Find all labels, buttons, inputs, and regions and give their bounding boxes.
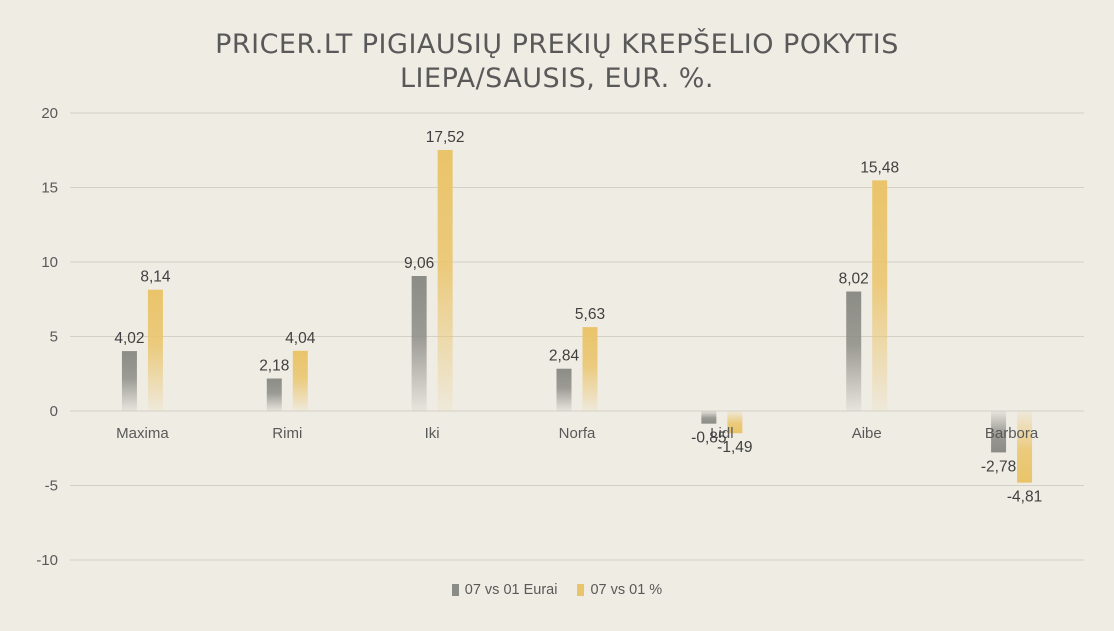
legend-label-percent: 07 vs 01 % — [590, 582, 663, 598]
y-tick-label: 20 — [41, 105, 58, 122]
bar-eurai-lidl[interactable] — [701, 411, 717, 424]
chart-title-line-2: LIEPA/SAUSIS, EUR. %. — [400, 63, 714, 94]
category-label-maxima: Maxima — [116, 425, 169, 442]
data-label: 15,48 — [860, 159, 899, 176]
bar-percent-norfa[interactable] — [582, 327, 598, 411]
bar-eurai-barbora[interactable] — [991, 411, 1007, 453]
y-tick-label: -10 — [36, 552, 58, 569]
bar-percent-barbora[interactable] — [1017, 411, 1033, 483]
category-label-rimi: Rimi — [272, 425, 302, 442]
bar-percent-maxima[interactable] — [147, 289, 163, 411]
bar-percent-rimi[interactable] — [292, 350, 308, 411]
data-label: 2,84 — [549, 348, 580, 365]
bar-percent-iki[interactable] — [437, 149, 453, 411]
x-axis-categories: Maxima Rimi Iki Norfa Lidl Aibe Barbora — [116, 425, 1039, 442]
y-tick-label: -5 — [45, 478, 58, 495]
y-axis-ticks: 20 15 10 5 0 -5 -10 — [36, 105, 58, 569]
legend-item-eurai[interactable]: 07 vs 01 Eurai — [451, 582, 558, 598]
bars — [121, 149, 1033, 483]
chart-title-line-1: PRICER.LT PIGIAUSIŲ PREKIŲ KREPŠELIO POK… — [215, 29, 899, 60]
legend: 07 vs 01 Eurai 07 vs 01 % — [0, 582, 1114, 598]
data-label: 4,04 — [285, 330, 316, 347]
legend-swatch-percent — [577, 584, 585, 596]
bar-eurai-norfa[interactable] — [556, 368, 572, 411]
bar-eurai-rimi[interactable] — [266, 378, 282, 411]
data-label: 17,52 — [426, 129, 465, 146]
y-tick-label: 15 — [41, 180, 58, 197]
legend-item-percent[interactable]: 07 vs 01 % — [577, 582, 662, 598]
chart-title: PRICER.LT PIGIAUSIŲ PREKIŲ KREPŠELIO POK… — [0, 28, 1114, 96]
bar-percent-aibe[interactable] — [872, 180, 888, 411]
category-label-aibe: Aibe — [852, 425, 882, 442]
category-label-iki: Iki — [425, 425, 440, 442]
legend-label-eurai: 07 vs 01 Eurai — [464, 582, 558, 598]
y-tick-label: 10 — [41, 254, 58, 271]
data-label: -4,81 — [1007, 489, 1042, 506]
bar-eurai-iki[interactable] — [411, 276, 427, 411]
legend-swatch-eurai — [451, 584, 459, 596]
data-label: 8,14 — [140, 269, 171, 286]
data-label: 5,63 — [575, 306, 605, 323]
data-labels: 4,02 8,14 2,18 4,04 9,06 17,52 2,84 5,63 -0,85-1… — [114, 129, 1042, 506]
y-tick-label: 5 — [50, 329, 58, 346]
bar-eurai-maxima[interactable] — [121, 351, 137, 411]
data-label: 9,06 — [404, 255, 434, 272]
bar-eurai-aibe[interactable] — [846, 291, 862, 411]
gridlines — [70, 112, 1084, 561]
category-label-lidl: Lidl — [710, 425, 733, 442]
y-tick-label: 0 — [50, 403, 58, 420]
data-label: 4,02 — [114, 330, 144, 347]
data-label: 8,02 — [839, 271, 869, 288]
data-label: 2,18 — [259, 358, 289, 375]
bar-percent-lidl[interactable] — [727, 411, 743, 434]
data-label: -1,49 — [717, 439, 752, 456]
category-label-barbora: Barbora — [985, 425, 1039, 442]
data-label: -2,78 — [981, 458, 1016, 475]
data-label: -0,85 — [691, 430, 726, 447]
category-label-norfa: Norfa — [559, 425, 596, 442]
